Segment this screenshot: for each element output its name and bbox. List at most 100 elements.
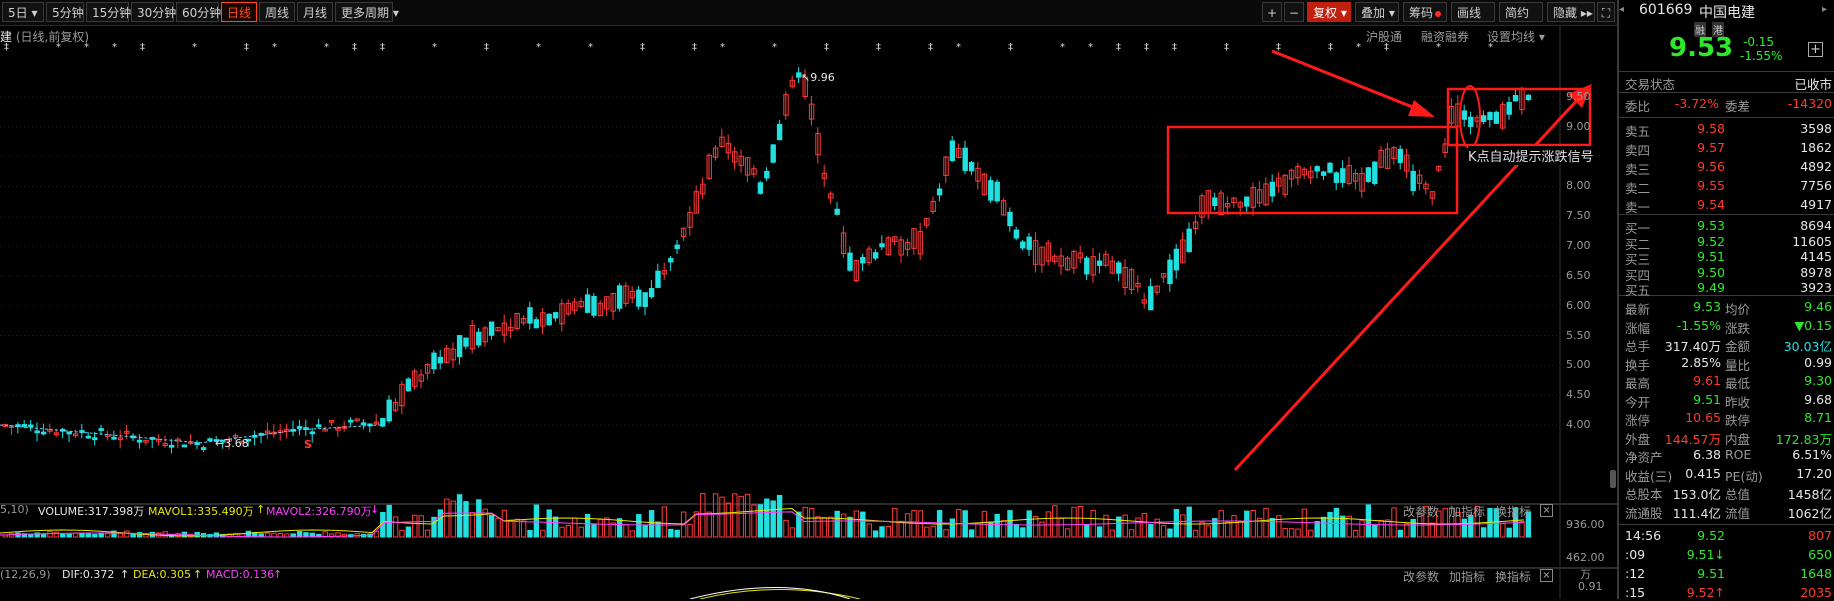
event-marker[interactable]: ‡	[484, 42, 489, 53]
event-marker[interactable]: *	[192, 42, 197, 53]
event-marker[interactable]: *	[772, 42, 777, 53]
bid-level-row[interactable]: 买一 9.53 8694	[1619, 218, 1834, 236]
period-daily[interactable]: 日线	[221, 2, 257, 22]
period-weekly[interactable]: 周线	[259, 2, 295, 22]
tab-ma-settings[interactable]: 设置均线 ▾	[1487, 30, 1545, 44]
volume-bar	[872, 530, 879, 538]
period-more-dropdown[interactable]: 更多周期 ▾	[335, 2, 399, 22]
event-marker[interactable]: ‡	[1116, 42, 1121, 53]
event-marker[interactable]: ‡	[876, 42, 881, 53]
event-marker[interactable]: *	[956, 42, 961, 53]
hide-button[interactable]: 隐藏 ▸▸	[1547, 2, 1595, 22]
event-marker[interactable]: ‡	[1328, 42, 1333, 53]
tab-hk-connect[interactable]: 沪股通	[1366, 30, 1403, 44]
event-marker[interactable]: ‡	[140, 42, 145, 53]
chart-scrollbar-handle[interactable]	[1610, 470, 1616, 488]
period-5day-dropdown[interactable]: 5日 ▾	[2, 2, 44, 22]
signal-tip[interactable]: K点自动提示涨跌信号	[1468, 146, 1594, 165]
event-marker[interactable]: *	[1436, 42, 1441, 53]
macd-switch-indicator[interactable]: 换指标	[1495, 570, 1532, 584]
event-marker[interactable]: *	[1488, 42, 1493, 53]
volume-bar	[591, 523, 597, 538]
candle-body	[930, 200, 936, 213]
candle-body	[860, 256, 866, 264]
event-marker[interactable]: ‡	[1384, 42, 1389, 53]
bid-level-row[interactable]: 买三 9.51 4145	[1619, 249, 1834, 267]
ask-level-row[interactable]: 卖三 9.56 4892	[1619, 159, 1834, 177]
vol-add-indicator[interactable]: 加指标	[1449, 505, 1486, 519]
bid-level-row[interactable]: 买五 9.49 3923	[1619, 280, 1834, 298]
event-marker[interactable]: ‡	[640, 42, 645, 53]
draw-line-button[interactable]: 画线	[1451, 2, 1495, 22]
zoom-in-button[interactable]: +	[1262, 2, 1282, 22]
ask-level-row[interactable]: 卖五 9.58 3598	[1619, 121, 1834, 139]
event-marker[interactable]: *	[272, 42, 277, 53]
vol-switch-indicator[interactable]: 换指标	[1495, 505, 1532, 519]
event-marker[interactable]: *	[1060, 42, 1065, 53]
candle-body	[175, 438, 181, 442]
next-stock-icon[interactable]: ▸	[1822, 4, 1828, 15]
tick-row[interactable]: 14:56 9.52 807	[1619, 528, 1834, 544]
event-marker[interactable]: *	[432, 42, 437, 53]
event-marker[interactable]: *	[324, 42, 329, 53]
signal-s-marker[interactable]: S	[304, 438, 312, 451]
event-marker[interactable]: ‡	[380, 42, 385, 53]
macd-edit-params[interactable]: 改参数	[1403, 570, 1440, 584]
event-marker[interactable]: ‡	[244, 42, 249, 53]
fq-dropdown[interactable]: 复权 ▾	[1307, 2, 1351, 22]
ask-level-row[interactable]: 卖二 9.55 7756	[1619, 178, 1834, 196]
event-marker[interactable]: *	[1088, 42, 1093, 53]
bid-level-row[interactable]: 买四 9.50 8978	[1619, 265, 1834, 283]
ask-level-row[interactable]: 卖一 9.54 4917	[1619, 197, 1834, 215]
volume-bar	[1404, 523, 1410, 538]
period-15min[interactable]: 15分钟	[86, 2, 131, 22]
event-marker[interactable]: ‡	[1172, 42, 1177, 53]
bid-level-row[interactable]: 买二 9.52 11605	[1619, 234, 1834, 252]
event-marker[interactable]: ‡	[692, 42, 697, 53]
event-marker[interactable]: *	[536, 42, 541, 53]
event-marker[interactable]: *	[720, 42, 725, 53]
tab-margin[interactable]: 融资融券	[1421, 30, 1470, 44]
volume-bar	[1052, 505, 1058, 538]
period-30min[interactable]: 30分钟	[131, 2, 176, 22]
event-marker[interactable]: *	[84, 42, 89, 53]
stat-value: 10.65	[1685, 410, 1721, 425]
price-axis-tick: 5.50	[1566, 328, 1591, 342]
event-marker[interactable]: ‡	[824, 42, 829, 53]
stat-label: 最高	[1625, 376, 1651, 391]
prev-stock-icon[interactable]: ◂	[1619, 4, 1625, 15]
ask-level-row[interactable]: 卖四 9.57 1862	[1619, 140, 1834, 158]
event-marker[interactable]: *	[56, 42, 61, 53]
event-marker[interactable]: *	[1356, 42, 1361, 53]
vol-close-icon[interactable]: ×	[1540, 504, 1553, 517]
candle-body	[1429, 191, 1436, 199]
overlay-dropdown[interactable]: 叠加 ▾	[1355, 2, 1399, 22]
period-5min[interactable]: 5分钟	[46, 2, 84, 22]
add-watchlist-icon[interactable]: +	[1808, 42, 1823, 57]
chip-button[interactable]: 筹码	[1403, 2, 1447, 22]
kline-chart[interactable]: ‡ * * * ‡ * ‡ * * ‡ ‡ * ‡ * * ‡ ‡ * * ‡ ‡ ‡ * ‡ * * ‡ ‡ ‡ ‡ ‡ ‡ * ‡ * * S 建 …	[0, 25, 1617, 599]
notification-dot	[1435, 10, 1442, 17]
period-monthly[interactable]: 月线	[297, 2, 333, 22]
tick-row[interactable]: :12 9.51 1648	[1619, 566, 1834, 582]
vol-edit-params[interactable]: 改参数	[1403, 505, 1440, 519]
zoom-out-button[interactable]: −	[1284, 2, 1304, 22]
macd-close-icon[interactable]: ×	[1540, 569, 1553, 582]
badge-margin: 融	[1694, 22, 1706, 37]
event-marker[interactable]: *	[112, 42, 117, 53]
period-60min[interactable]: 60分钟	[176, 2, 221, 22]
tick-row[interactable]: :09 9.51↓ 650	[1619, 547, 1834, 563]
simple-mode-button[interactable]: 简约	[1499, 2, 1543, 22]
fullscreen-icon[interactable]: ⛶	[1597, 2, 1615, 22]
volume-bar	[533, 504, 540, 538]
event-marker[interactable]: ‡	[1144, 42, 1149, 53]
event-marker[interactable]: ‡	[1224, 42, 1229, 53]
event-marker[interactable]: ‡	[1276, 42, 1281, 53]
event-marker[interactable]: ‡	[352, 42, 357, 53]
event-marker[interactable]: ‡	[928, 42, 933, 53]
macd-add-indicator[interactable]: 加指标	[1449, 570, 1486, 584]
event-marker[interactable]: ‡	[1008, 42, 1013, 53]
tick-row[interactable]: :15 9.52↑ 2035	[1619, 585, 1834, 601]
event-marker[interactable]: *	[588, 42, 593, 53]
event-marker[interactable]: ‡	[4, 42, 9, 53]
